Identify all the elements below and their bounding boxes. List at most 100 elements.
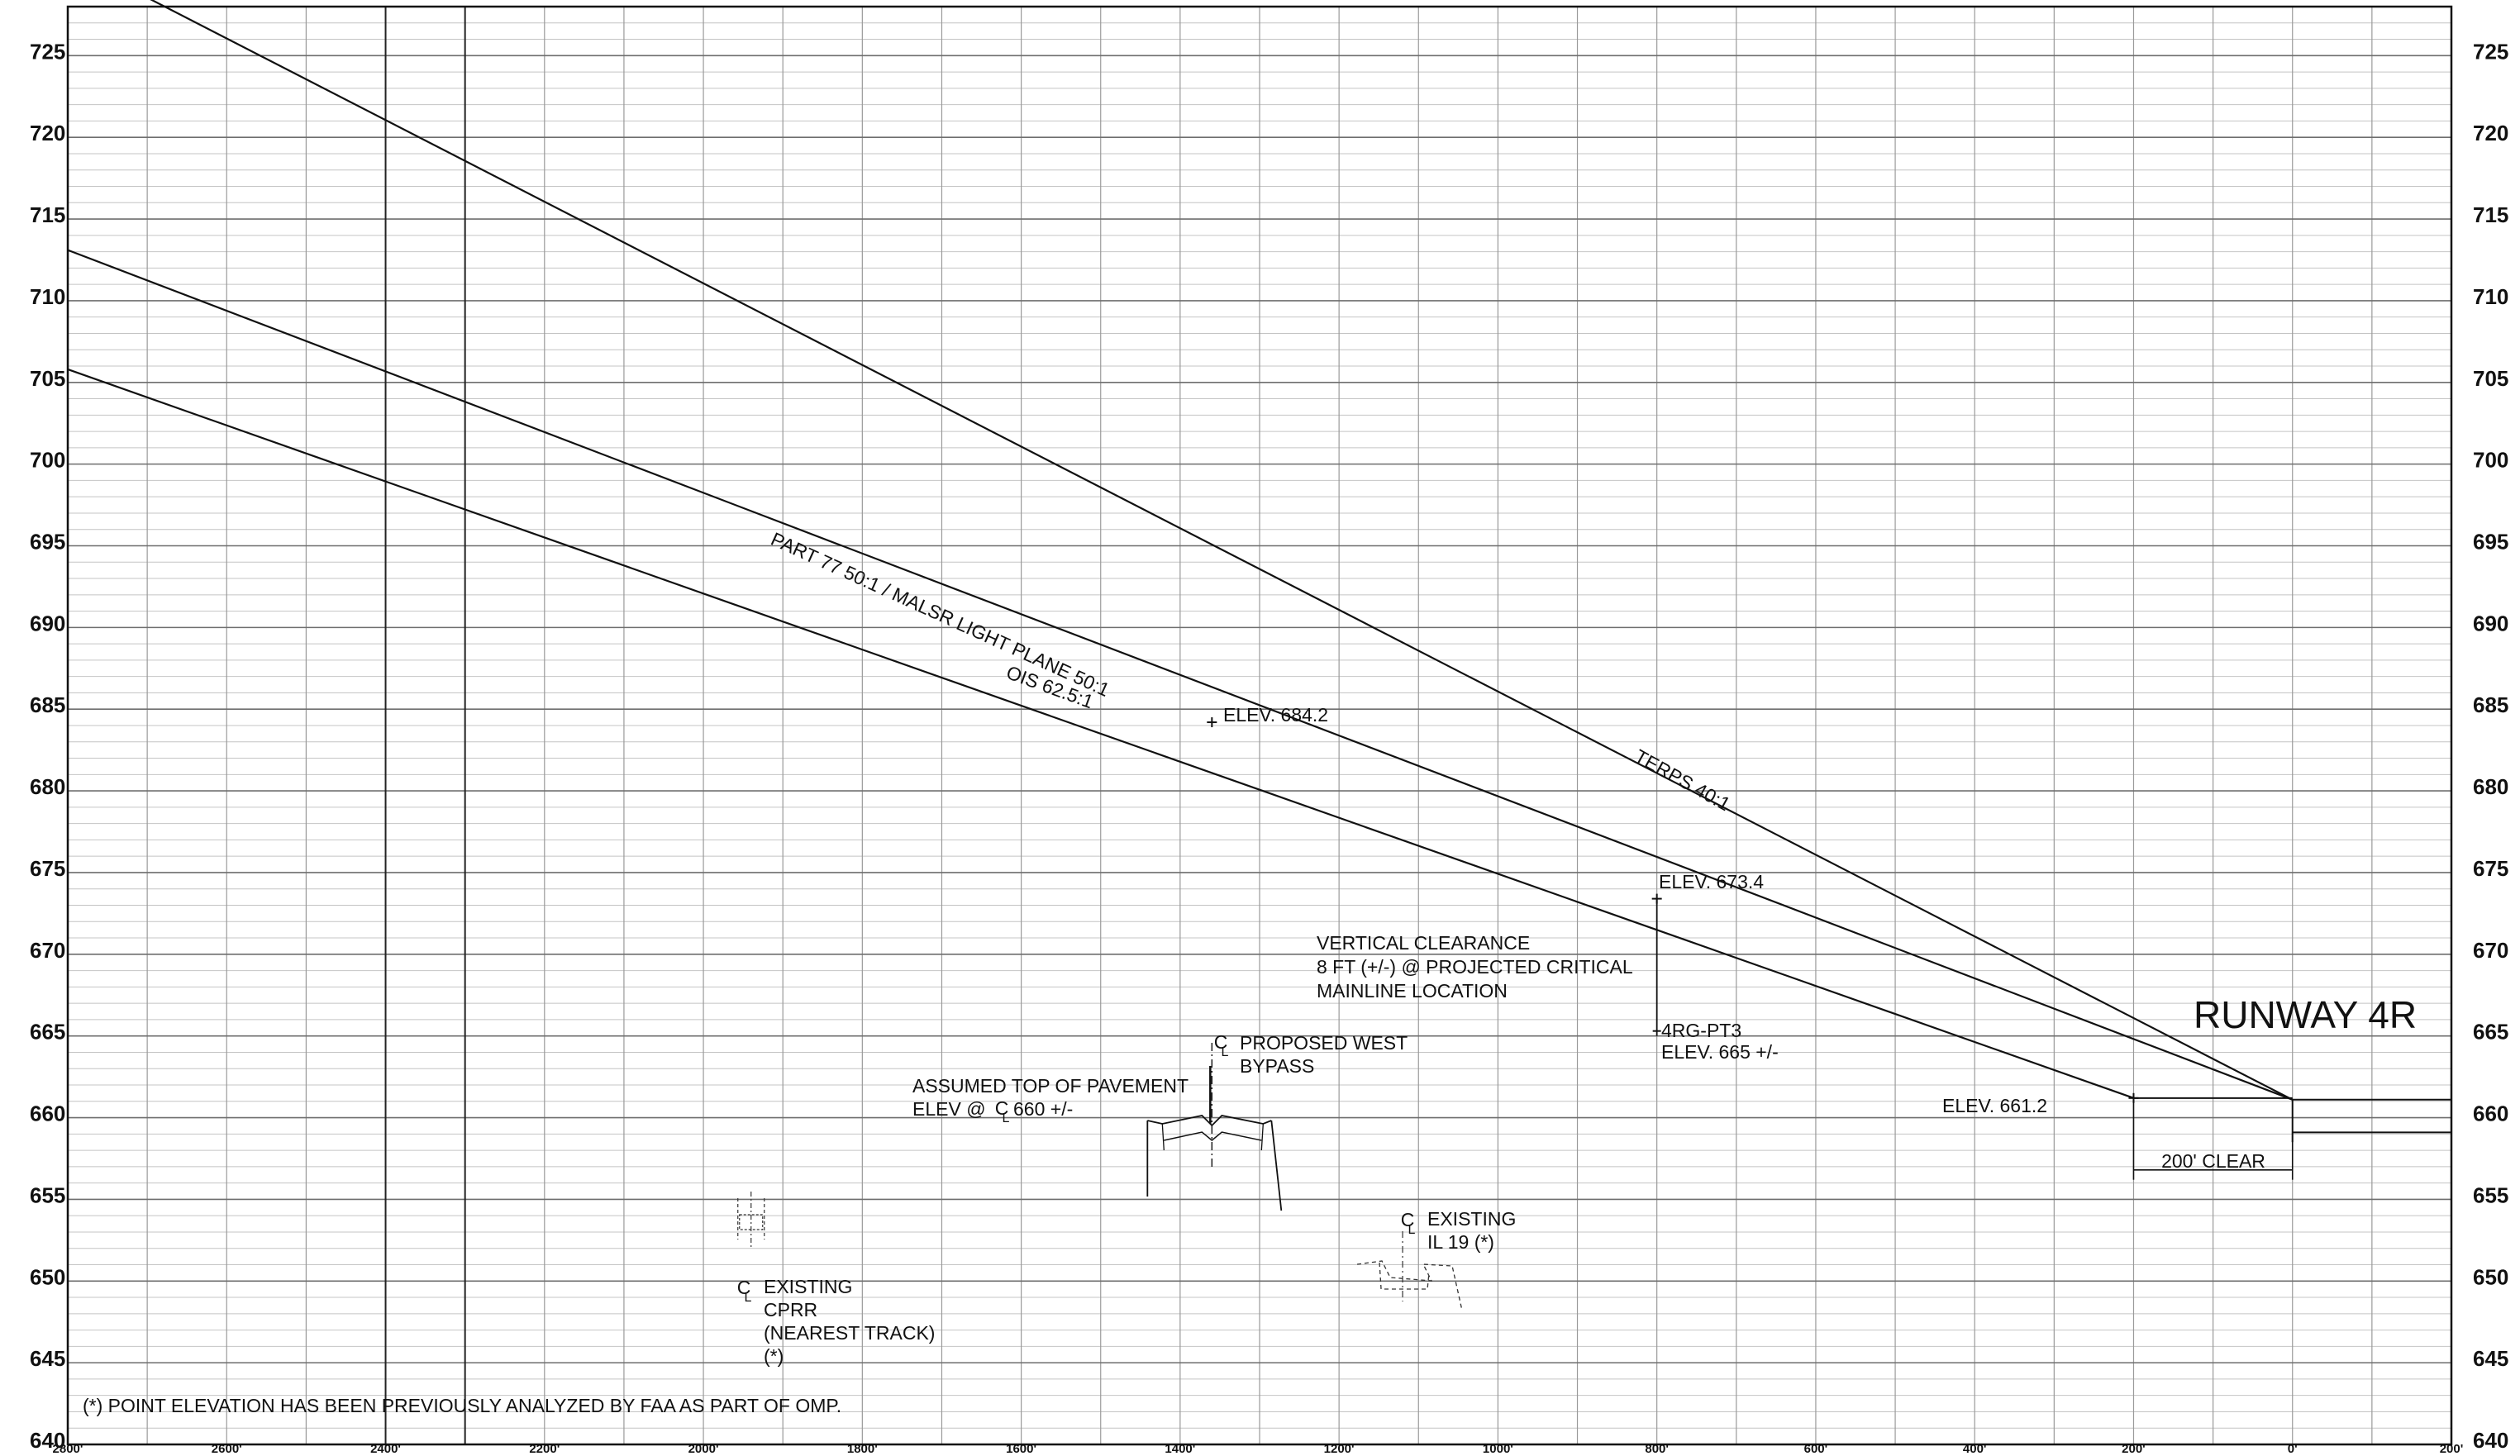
left-elevation-label: 640 [30, 1428, 65, 1453]
centerline-icon: CL [995, 1097, 1010, 1125]
distance-label: 1800' [847, 1442, 878, 1456]
surface-line [67, 368, 2134, 1099]
right-elevation-label: 705 [2473, 366, 2508, 391]
centerline-c: C [737, 1277, 751, 1298]
bypass-deck [1164, 1131, 1262, 1141]
right-elevation-label: 695 [2473, 530, 2508, 554]
il19-label: EXISTING [1427, 1208, 1516, 1230]
centerline-l: L [1222, 1045, 1229, 1059]
right-elevation-label: 720 [2473, 121, 2508, 145]
surface-line [67, 249, 2294, 1101]
vertical-clearance-note: 8 FT (+/-) @ PROJECTED CRITICAL [1317, 956, 1633, 978]
right-elevation-label: 685 [2473, 692, 2508, 717]
left-elevation-label: 700 [30, 448, 65, 473]
left-elevation-label: 715 [30, 202, 65, 227]
right-elevation-label: 640 [2473, 1428, 2508, 1453]
right-elevation-label: 725 [2473, 39, 2508, 64]
pavement-label: ELEV @ [912, 1098, 986, 1120]
left-elevation-label: 705 [30, 366, 65, 391]
distance-label: 2600' [212, 1442, 242, 1456]
left-elevation-label: 675 [30, 856, 65, 881]
centerline-c: C [1401, 1209, 1415, 1230]
elevation-point-label: ELEV. 673.4 [1659, 871, 1764, 892]
bypass-wall [1161, 1123, 1165, 1151]
bypass-wall [1270, 1120, 1283, 1211]
runway-label: RUNWAY 4R [2194, 993, 2417, 1036]
distance-label: 200' [2440, 1442, 2464, 1456]
left-elevation-label: 670 [30, 938, 65, 963]
surface-line [150, 0, 2294, 1101]
distance-label: 2400' [370, 1442, 401, 1456]
right-elevation-label: 715 [2473, 202, 2508, 227]
il19-label: IL 19 (*) [1427, 1231, 1494, 1253]
axis-labels: 725 725 720 720 715 715 710 710 705 705 700 700 695 6… [30, 39, 2508, 1456]
elevation-point-label: ELEV. 684.2 [1223, 704, 1328, 726]
left-elevation-label: 655 [30, 1182, 65, 1207]
distance-label: 2200' [529, 1442, 560, 1456]
distance-label: 1400' [1165, 1442, 1195, 1456]
left-elevation-label: 645 [30, 1346, 65, 1371]
vertical-clearance-note: MAINLINE LOCATION [1317, 980, 1508, 1002]
left-elevation-label: 660 [30, 1102, 65, 1126]
distance-label: 2000' [688, 1442, 719, 1456]
distance-label: 1600' [1006, 1442, 1036, 1456]
right-elevation-label: 675 [2473, 856, 2508, 881]
centerline-l: L [1408, 1223, 1416, 1237]
right-elevation-label: 690 [2473, 611, 2508, 635]
right-elevation-label: 700 [2473, 448, 2508, 473]
distance-label: 600' [1804, 1442, 1828, 1456]
bypass-label: BYPASS [1240, 1055, 1314, 1077]
distance-label: 1200' [1324, 1442, 1355, 1456]
left-elevation-label: 650 [30, 1264, 65, 1289]
cprr-label: CPRR [764, 1299, 817, 1320]
distance-label: 1000' [1483, 1442, 1513, 1456]
right-elevation-label: 655 [2473, 1182, 2508, 1207]
distance-label: 400' [1963, 1442, 1987, 1456]
left-elevation-label: 720 [30, 121, 65, 145]
cprr-label: (NEAREST TRACK) [764, 1322, 935, 1344]
left-elevation-label: 725 [30, 39, 65, 64]
bypass-label: PROPOSED WEST [1240, 1032, 1408, 1054]
vertical-clearance-note: VERTICAL CLEARANCE [1317, 932, 1530, 954]
centerline-c: C [1214, 1031, 1228, 1053]
distance-label: 200' [2122, 1442, 2146, 1456]
right-elevation-label: 645 [2473, 1346, 2508, 1371]
centerline-l: L [1003, 1111, 1010, 1125]
left-elevation-label: 680 [30, 774, 65, 799]
right-elevation-label: 680 [2473, 774, 2508, 799]
major-gridlines [66, 5, 2453, 1446]
centerline-l: L [745, 1291, 752, 1305]
right-elevation-label: 665 [2473, 1020, 2508, 1044]
left-elevation-label: 685 [30, 692, 65, 717]
distance-label: 800' [1645, 1442, 1669, 1456]
centerline-c: C [995, 1097, 1009, 1119]
centerline-icon: CL [737, 1277, 752, 1305]
cprr-label: EXISTING [764, 1276, 852, 1297]
left-elevation-label: 665 [30, 1020, 65, 1044]
distance-label: 0' [2288, 1442, 2298, 1456]
right-elevation-label: 660 [2473, 1102, 2508, 1126]
left-elevation-label: 690 [30, 611, 65, 635]
bypass-wall [1260, 1123, 1264, 1151]
right-elevation-label: 670 [2473, 938, 2508, 963]
distance-label: 2800' [53, 1442, 83, 1456]
left-elevation-label: 710 [30, 284, 65, 309]
left-elevation-label: 695 [30, 530, 65, 554]
footnote: (*) POINT ELEVATION HAS BEEN PREVIOUSLY … [83, 1395, 841, 1416]
cprr-track [739, 1214, 764, 1230]
pt3-label: 4RG-PT3 [1661, 1020, 1741, 1041]
centerline-icon: CL [1401, 1209, 1416, 1237]
plot-frame [66, 5, 2453, 1446]
cprr-label: (*) [764, 1345, 784, 1367]
elevation-point-label: ELEV. 661.2 [1942, 1095, 2047, 1116]
centerline-icon: CL [1214, 1031, 1229, 1059]
right-elevation-label: 710 [2473, 284, 2508, 309]
pavement-label: 660 +/- [1013, 1098, 1073, 1120]
pt3-label: ELEV. 665 +/- [1661, 1041, 1779, 1063]
right-elevation-label: 650 [2473, 1264, 2508, 1289]
clear-zone-label: 200' CLEAR [2161, 1150, 2265, 1172]
surface-lines [67, 0, 2451, 1180]
pavement-label: ASSUMED TOP OF PAVEMENT [912, 1075, 1189, 1097]
